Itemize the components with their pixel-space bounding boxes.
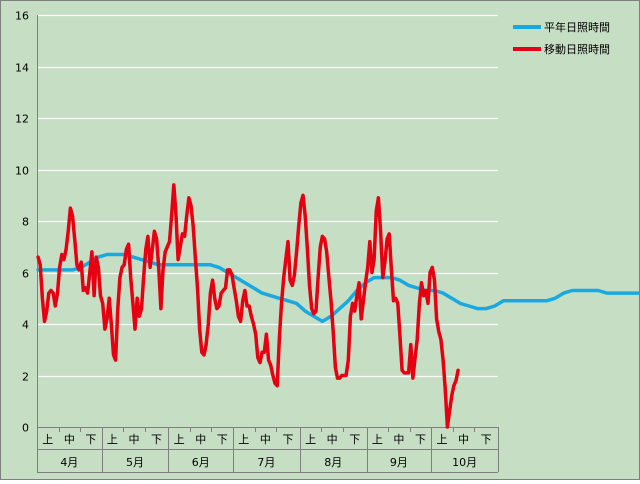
period-label: 下: [151, 433, 162, 446]
period-label: 上: [372, 433, 383, 446]
period-label: 中: [393, 433, 404, 446]
period-label: 下: [85, 433, 96, 446]
period-label: 下: [217, 433, 228, 446]
period-label: 中: [128, 433, 139, 446]
y-tick-label: 6: [22, 268, 29, 281]
y-tick-label: 10: [15, 165, 29, 178]
period-label: 中: [458, 433, 469, 446]
month-label: 10月: [452, 456, 477, 469]
period-label: 上: [436, 433, 447, 446]
legend-label: 平年日照時間: [544, 20, 610, 34]
y-tick-label: 12: [15, 113, 29, 126]
month-label: 5月: [126, 456, 144, 469]
period-label: 中: [260, 433, 271, 446]
period-label: 中: [64, 433, 75, 446]
legend-label: 移動日照時間: [544, 42, 610, 56]
y-tick-label: 2: [22, 371, 29, 384]
period-label: 下: [282, 433, 293, 446]
series-line-1: [36, 252, 640, 324]
series-lines: [36, 183, 640, 429]
period-label: 上: [174, 433, 185, 446]
month-label: 8月: [324, 456, 342, 469]
period-label: 中: [195, 433, 206, 446]
period-label: 中: [327, 433, 338, 446]
period-label: 上: [238, 433, 249, 446]
axes: 0246810121416上中下4月上中下5月上中下6月上中下7月上中下8月上中…: [15, 10, 499, 473]
period-label: 下: [415, 433, 426, 446]
y-tick-label: 8: [22, 216, 29, 229]
period-label: 上: [107, 433, 118, 446]
series-line-2: [36, 183, 460, 429]
y-tick-label: 0: [22, 422, 29, 435]
month-label: 6月: [192, 456, 210, 469]
month-label: 9月: [390, 456, 408, 469]
y-tick-label: 14: [15, 62, 29, 75]
period-label: 上: [42, 433, 53, 446]
period-label: 下: [349, 433, 360, 446]
y-tick-label: 4: [22, 319, 29, 332]
month-label: 7月: [257, 456, 275, 469]
period-label: 上: [305, 433, 316, 446]
grid-lines: [37, 14, 498, 378]
period-label: 下: [481, 433, 492, 446]
y-tick-label: 16: [15, 10, 29, 23]
month-label: 4月: [60, 456, 78, 469]
